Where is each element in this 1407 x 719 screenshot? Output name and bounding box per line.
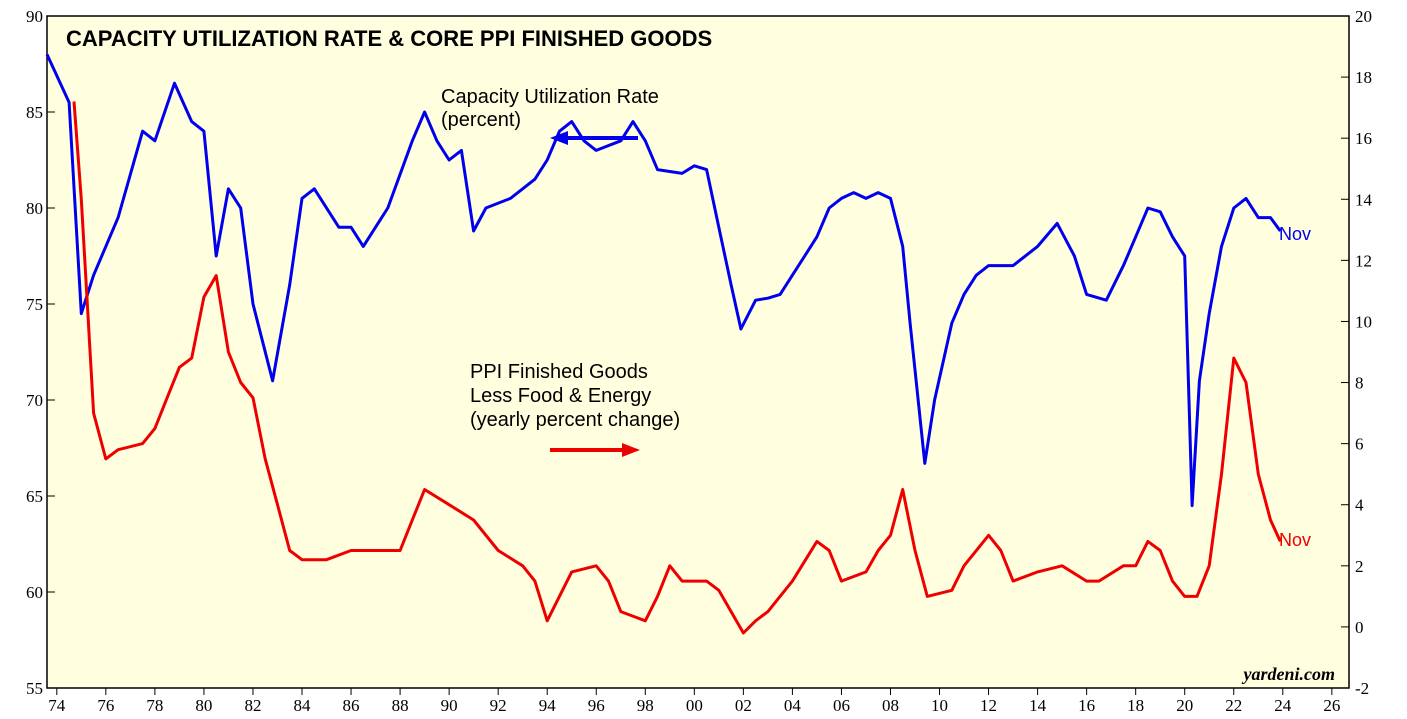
x-tick-label: 76: [97, 696, 114, 715]
x-tick-label: 94: [539, 696, 557, 715]
annotation: (percent): [441, 109, 521, 131]
x-tick-label: 84: [294, 696, 312, 715]
annotation: PPI Finished Goods: [470, 361, 648, 383]
x-tick-label: 14: [1029, 696, 1047, 715]
end-label: Nov: [1279, 224, 1311, 244]
y2-tick-label: 18: [1355, 68, 1372, 87]
y2-tick-label: -2: [1355, 679, 1369, 698]
x-tick-label: 92: [490, 696, 507, 715]
y2-tick-label: 8: [1355, 374, 1364, 393]
y2-tick-label: 12: [1355, 251, 1372, 270]
x-tick-label: 04: [784, 696, 802, 715]
x-tick-label: 02: [735, 696, 752, 715]
y-tick-label: 75: [26, 295, 43, 314]
y2-tick-label: 2: [1355, 557, 1364, 576]
end-label: Nov: [1279, 530, 1311, 550]
x-tick-label: 20: [1176, 696, 1193, 715]
y2-tick-label: 6: [1355, 435, 1364, 454]
annotation: Capacity Utilization Rate: [441, 86, 659, 108]
x-tick-label: 18: [1127, 696, 1144, 715]
x-tick-label: 22: [1225, 696, 1242, 715]
x-tick-label: 96: [588, 696, 605, 715]
arrow-head: [550, 131, 568, 145]
y2-tick-label: 10: [1355, 312, 1372, 331]
x-tick-label: 80: [195, 696, 212, 715]
x-tick-label: 88: [392, 696, 409, 715]
annotation: (yearly percent change): [470, 409, 680, 431]
x-tick-label: 10: [931, 696, 948, 715]
arrow-head: [622, 443, 640, 457]
x-tick-label: 16: [1078, 696, 1095, 715]
annotation: Less Food & Energy: [470, 385, 651, 407]
source: yardeni.com: [1242, 664, 1336, 684]
y-tick-label: 65: [26, 487, 43, 506]
x-tick-label: 06: [833, 696, 850, 715]
line-series: [72, 101, 1282, 635]
y2-tick-label: 0: [1355, 618, 1364, 637]
x-tick-label: 24: [1274, 696, 1292, 715]
x-tick-label: 74: [48, 696, 66, 715]
y-tick-label: 90: [26, 7, 43, 26]
x-tick-label: 12: [980, 696, 997, 715]
x-tick-label: 08: [882, 696, 899, 715]
y-tick-label: 85: [26, 103, 43, 122]
y2-tick-label: 20: [1355, 7, 1372, 26]
y-tick-label: 70: [26, 391, 43, 410]
y-tick-label: 55: [26, 679, 43, 698]
y2-tick-label: 14: [1355, 190, 1373, 209]
line-series: [45, 53, 1282, 508]
x-tick-label: 82: [244, 696, 261, 715]
y-tick-label: 80: [26, 199, 43, 218]
chart-title: CAPACITY UTILIZATION RATE & CORE PPI FIN…: [66, 26, 712, 51]
x-tick-label: 90: [441, 696, 458, 715]
plot-area: [46, 15, 1350, 689]
x-tick-label: 86: [343, 696, 360, 715]
y2-tick-label: 4: [1355, 496, 1364, 515]
x-tick-label: 26: [1323, 696, 1340, 715]
y2-tick-label: 16: [1355, 129, 1372, 148]
x-tick-label: 00: [686, 696, 703, 715]
y-tick-label: 60: [26, 583, 43, 602]
x-tick-label: 98: [637, 696, 654, 715]
x-tick-label: 78: [146, 696, 163, 715]
